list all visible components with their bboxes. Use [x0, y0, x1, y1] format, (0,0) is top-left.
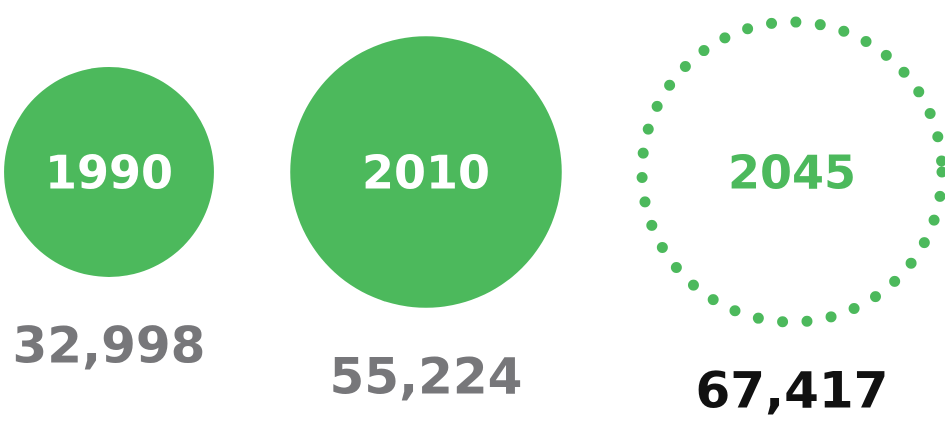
- bubble: [636, 16, 945, 328]
- value-label: 67,417: [696, 362, 889, 420]
- bubble: [290, 36, 562, 308]
- category-label: 1990: [45, 146, 173, 200]
- bubble: [4, 67, 214, 277]
- value-label: 32,998: [13, 316, 206, 374]
- category-label: 2045: [728, 146, 856, 200]
- category-label: 2010: [362, 146, 490, 200]
- value-label: 55,224: [330, 347, 523, 405]
